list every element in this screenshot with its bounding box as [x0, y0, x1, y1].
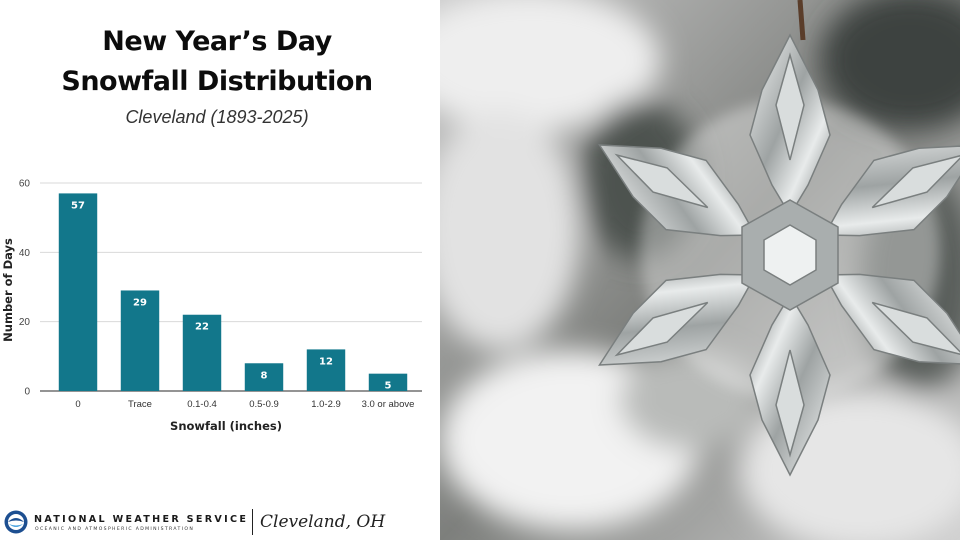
office-name: Cleveland, OH [260, 512, 386, 532]
x-tick-label: Trace [128, 399, 152, 410]
data-label: 12 [319, 356, 333, 367]
bar-layer [58, 193, 408, 391]
noaa-logo-icon [4, 510, 28, 534]
y-tick-label: 0 [24, 387, 30, 398]
snowfall-bar-chart: 0 20 40 60 57 29 22 8 12 5 0 Trace 0.1-0.4 0.5-0.9 1… [1, 179, 422, 433]
x-tick-label: 0.1-0.4 [187, 399, 217, 410]
page-subtitle: Cleveland (1893-2025) [125, 107, 309, 127]
x-tick-label: 3.0 or above [362, 399, 415, 410]
page-title: New Year’s Day Snowfall Distribution [0, 22, 434, 102]
data-label: 22 [195, 322, 209, 333]
bar [120, 290, 160, 391]
y-tick-labels: 0 20 40 60 [19, 179, 31, 398]
data-label-layer: 57 29 22 8 12 5 [71, 200, 391, 391]
data-label: 29 [133, 297, 147, 308]
left-panel: New Year’s Day Snowfall Distribution Cle… [0, 0, 440, 540]
snowflake-ornament-icon [440, 0, 960, 540]
grid-layer [40, 182, 422, 392]
y-axis-label: Number of Days [1, 238, 15, 342]
x-tick-label: 0.5-0.9 [249, 399, 279, 410]
title-line-1: New Year’s Day [102, 26, 332, 57]
bar [368, 373, 408, 391]
x-tick-labels: 0 Trace 0.1-0.4 0.5-0.9 1.0-2.9 3.0 or above [75, 399, 414, 410]
data-label: 57 [71, 200, 85, 211]
bar [58, 193, 98, 391]
x-tick-label: 1.0-2.9 [311, 399, 341, 410]
bar [306, 349, 346, 391]
snowflake-ornament-photo [440, 0, 960, 540]
y-tick-label: 20 [19, 317, 31, 328]
data-label: 5 [385, 381, 392, 392]
data-label: 8 [261, 370, 268, 381]
bar [244, 363, 284, 391]
footer-divider [252, 509, 253, 535]
title-line-2: Snowfall Distribution [61, 66, 373, 97]
agency-name: NATIONAL WEATHER SERVICE [34, 514, 249, 525]
y-tick-label: 60 [19, 179, 31, 190]
agency-subtitle: OCEANIC AND ATMOSPHERIC ADMINISTRATION [35, 527, 195, 532]
x-axis-label: Snowfall (inches) [170, 419, 282, 433]
y-tick-label: 40 [19, 248, 31, 259]
bar [182, 314, 222, 391]
x-tick-label: 0 [75, 399, 80, 410]
